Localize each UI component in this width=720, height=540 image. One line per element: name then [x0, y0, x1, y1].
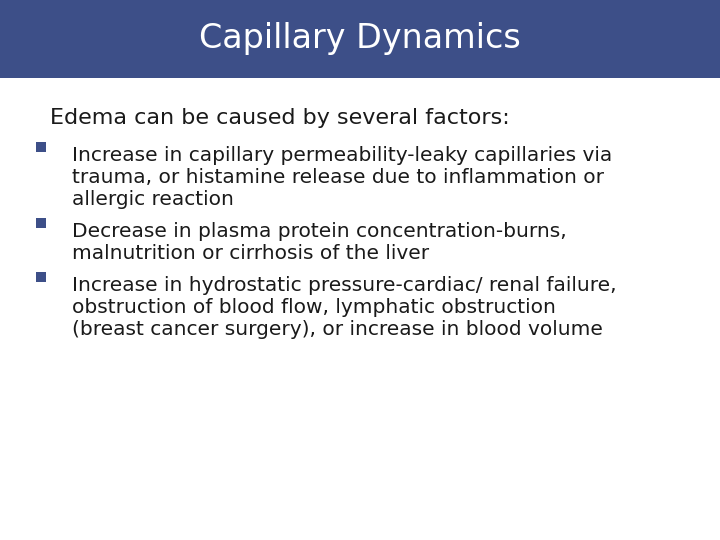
- FancyBboxPatch shape: [36, 272, 46, 282]
- FancyBboxPatch shape: [36, 142, 46, 152]
- Text: Capillary Dynamics: Capillary Dynamics: [199, 23, 521, 56]
- Text: Edema can be caused by several factors:: Edema can be caused by several factors:: [50, 108, 510, 128]
- Text: (breast cancer surgery), or increase in blood volume: (breast cancer surgery), or increase in …: [72, 320, 603, 339]
- Text: allergic reaction: allergic reaction: [72, 190, 234, 209]
- Text: malnutrition or cirrhosis of the liver: malnutrition or cirrhosis of the liver: [72, 244, 429, 263]
- Text: obstruction of blood flow, lymphatic obstruction: obstruction of blood flow, lymphatic obs…: [72, 298, 556, 317]
- Text: trauma, or histamine release due to inflammation or: trauma, or histamine release due to infl…: [72, 168, 604, 187]
- Text: Increase in hydrostatic pressure-cardiac/ renal failure,: Increase in hydrostatic pressure-cardiac…: [72, 276, 616, 295]
- Text: Decrease in plasma protein concentration-burns,: Decrease in plasma protein concentration…: [72, 222, 567, 241]
- FancyBboxPatch shape: [0, 0, 720, 78]
- Text: Increase in capillary permeability-leaky capillaries via: Increase in capillary permeability-leaky…: [72, 146, 612, 165]
- FancyBboxPatch shape: [36, 218, 46, 228]
